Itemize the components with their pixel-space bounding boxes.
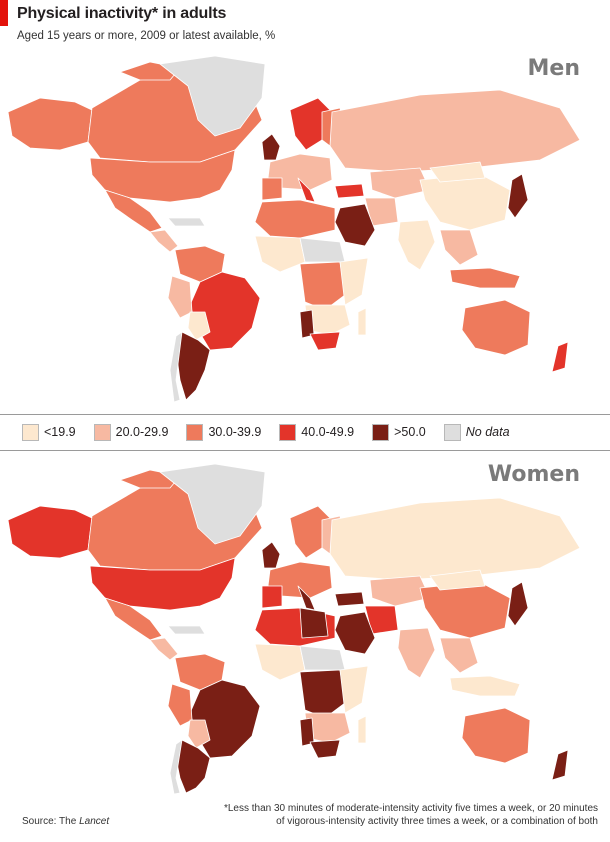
legend-label: No data	[465, 425, 510, 439]
men-madagascar	[357, 307, 367, 336]
legend-swatch	[93, 423, 111, 441]
legend-label: 20.0-29.9	[115, 425, 169, 439]
legend-swatch	[186, 423, 204, 441]
legend-item-above-50: >50.0	[372, 423, 426, 441]
men-mongolia	[429, 161, 486, 183]
source-name: Lancet	[79, 816, 110, 827]
women-central-africa	[299, 669, 346, 719]
legend: <19.9 20.0-29.9 30.0-39.9 40.0-49.9 >50.…	[22, 422, 528, 442]
women-mongolia	[429, 569, 486, 591]
men-indonesia	[449, 267, 521, 289]
men-usa	[89, 149, 236, 203]
footnote-line-1: *Less than 30 minutes of moderate-intens…	[223, 803, 598, 814]
legend-label: >50.0	[394, 425, 426, 439]
legend-item-40-50: 40.0-49.9	[279, 423, 355, 441]
women-west-africa	[254, 643, 306, 681]
men-countries	[7, 55, 581, 403]
legend-label: <19.9	[44, 425, 76, 439]
footnote-line-2: of vigorous-intensity activity three tim…	[276, 816, 598, 827]
men-east-africa	[339, 257, 369, 306]
women-greenland	[159, 463, 266, 545]
women-russia	[329, 497, 581, 581]
legend-item-30-40: 30.0-39.9	[186, 423, 262, 441]
men-greenland	[159, 55, 266, 137]
men-italy	[297, 177, 316, 203]
men-uk	[261, 133, 281, 161]
women-alaska	[7, 505, 93, 559]
women-indonesia	[449, 675, 521, 697]
men-australia	[461, 299, 531, 356]
women-sahel	[299, 645, 346, 671]
women-usa	[89, 557, 236, 611]
women-china	[419, 581, 511, 639]
women-libya	[299, 607, 329, 639]
men-west-africa	[254, 235, 306, 273]
legend-swatch	[22, 423, 39, 441]
legend-swatch	[443, 423, 461, 441]
women-australia	[461, 707, 531, 764]
women-uk	[261, 541, 281, 569]
women-chile	[169, 739, 183, 795]
legend-swatch	[372, 423, 390, 441]
women-bolivia	[187, 719, 211, 749]
women-madagascar	[357, 715, 367, 744]
men-turkey	[334, 183, 365, 199]
men-south-africa	[309, 331, 341, 351]
men-central-america	[149, 229, 179, 253]
women-panel-label: Women	[487, 462, 580, 487]
women-caribbean	[167, 625, 206, 635]
men-china	[419, 173, 511, 231]
men-brazil	[189, 271, 261, 351]
legend-item-20-30: 20.0-29.9	[93, 423, 169, 441]
men-southeast-asia	[439, 229, 479, 266]
men-north-africa	[254, 199, 336, 239]
men-japan	[507, 173, 529, 219]
men-panel-label: Men	[527, 56, 580, 81]
women-southeast-asia	[439, 637, 479, 674]
women-india	[397, 627, 436, 679]
women-brazil	[189, 679, 261, 759]
men-sahel	[299, 237, 346, 263]
men-chile	[169, 331, 183, 403]
legend-item-no-data: No data	[443, 423, 510, 441]
men-mexico	[104, 189, 163, 233]
women-east-africa	[339, 665, 369, 714]
women-central-america	[149, 637, 179, 661]
source-prefix: Source: The	[22, 816, 80, 827]
accent-bar	[0, 0, 8, 26]
legend-item-below-20: <19.9	[22, 423, 76, 441]
women-new-zealand	[551, 749, 569, 781]
legend-bottom-divider	[0, 450, 610, 451]
women-kazakhstan	[369, 575, 431, 607]
legend-swatch	[279, 423, 297, 441]
chart-subtitle: Aged 15 years or more, 2009 or latest av…	[17, 30, 276, 42]
women-world-map	[7, 463, 581, 795]
chart-title: Physical inactivity* in adults	[17, 5, 227, 22]
women-turkey	[334, 591, 365, 607]
women-south-africa	[309, 739, 341, 759]
women-japan	[507, 581, 529, 627]
women-iberia	[261, 585, 283, 609]
men-russia	[329, 89, 581, 173]
legend-label: 40.0-49.9	[301, 425, 355, 439]
men-new-zealand	[551, 341, 569, 373]
women-countries	[7, 463, 581, 795]
legend-top-divider	[0, 414, 610, 415]
men-bolivia	[187, 311, 211, 341]
men-central-africa	[299, 261, 346, 311]
legend-label: 30.0-39.9	[208, 425, 262, 439]
footnote: *Less than 30 minutes of moderate-intens…	[178, 802, 598, 828]
men-world-map	[7, 55, 581, 403]
men-kazakhstan	[369, 167, 431, 199]
men-caribbean	[167, 217, 206, 227]
men-peru	[167, 275, 193, 319]
women-mexico	[104, 597, 163, 641]
men-iberia	[261, 177, 283, 201]
source-note: Source: The Lancet	[22, 816, 109, 827]
women-peru	[167, 683, 193, 727]
men-alaska	[7, 97, 93, 151]
men-india	[397, 219, 436, 271]
